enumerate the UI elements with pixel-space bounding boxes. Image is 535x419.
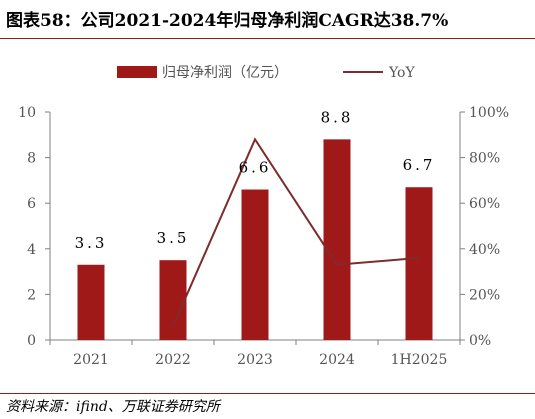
y-left-tick-label: 10 [18, 105, 36, 121]
x-tick-label: 1H2025 [391, 352, 448, 368]
legend-line-label: YoY [388, 65, 415, 81]
line-series [172, 137, 420, 327]
x-tick-label: 2022 [155, 352, 191, 368]
bar-value-label: 3.5 [157, 229, 190, 247]
legend-bar-label: 归母净利润（亿元） [162, 64, 288, 81]
x-tick-label: 2024 [319, 352, 355, 368]
bar [159, 260, 187, 340]
y-left-tick-label: 2 [27, 287, 36, 303]
y-right-tick-label: 0% [469, 333, 491, 349]
bar-series [77, 139, 433, 340]
y-left-tick-label: 8 [27, 151, 36, 167]
bar-value-label: 8.8 [321, 108, 354, 126]
bar [77, 264, 105, 340]
legend: 归母净利润（亿元） YoY [117, 64, 415, 81]
y-right-tick-label: 60% [469, 196, 500, 212]
bottom-rule [0, 393, 535, 394]
y-left-tick-label: 0 [27, 333, 36, 349]
bar-value-label: 6.7 [403, 156, 436, 174]
x-tick-label: 2021 [73, 352, 109, 368]
legend-bar-swatch [117, 66, 157, 78]
data-labels: 3.3 3.5 6.6 8.8 6.7 [75, 108, 436, 252]
y-left-tick-label: 4 [27, 242, 36, 258]
combo-chart: 归母净利润（亿元） YoY 02468100%20%40%60%80%100%20… [18, 64, 509, 368]
bar-value-label: 3.3 [75, 234, 108, 252]
figure-title: 图表58：公司2021-2024年归母净利润CAGR达38.7% [6, 11, 449, 31]
bar-value-label: 6.6 [239, 159, 272, 177]
x-tick-label: 2023 [237, 352, 273, 368]
y-right-tick-label: 20% [469, 287, 500, 303]
y-right-tick-label: 80% [469, 151, 500, 167]
y-right-tick-label: 100% [469, 105, 509, 121]
top-rule [0, 38, 535, 39]
bar [241, 189, 269, 340]
yoy-line [172, 137, 420, 327]
y-left-tick-label: 6 [27, 196, 36, 212]
y-right-tick-label: 40% [469, 242, 500, 258]
bar [405, 187, 433, 340]
source-note: 资料来源：ifind、万联证券研究所 [6, 399, 220, 415]
bar [323, 139, 351, 340]
